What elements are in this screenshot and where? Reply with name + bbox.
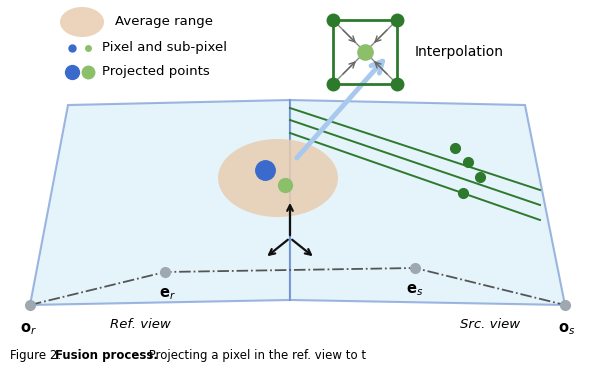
Text: Pixel and sub-pixel: Pixel and sub-pixel — [102, 42, 227, 55]
Ellipse shape — [60, 7, 104, 37]
Text: Interpolation: Interpolation — [415, 45, 504, 59]
Text: $\mathbf{e}_r$: $\mathbf{e}_r$ — [158, 286, 175, 302]
Text: $\mathbf{o}_r$: $\mathbf{o}_r$ — [20, 321, 36, 337]
Text: Fusion process.: Fusion process. — [55, 349, 158, 362]
Text: Projecting a pixel in the ref. view to t: Projecting a pixel in the ref. view to t — [145, 349, 366, 362]
Text: $\mathbf{e}_s$: $\mathbf{e}_s$ — [407, 282, 423, 298]
Polygon shape — [290, 100, 565, 305]
Text: Ref. view: Ref. view — [109, 318, 170, 331]
Text: Src. view: Src. view — [460, 318, 520, 331]
Text: Projected points: Projected points — [102, 65, 210, 78]
Text: $\mathbf{o}_s$: $\mathbf{o}_s$ — [559, 321, 576, 337]
Text: Average range: Average range — [115, 16, 213, 29]
Text: Figure 2.: Figure 2. — [10, 349, 65, 362]
Polygon shape — [30, 100, 290, 305]
Ellipse shape — [218, 139, 338, 217]
